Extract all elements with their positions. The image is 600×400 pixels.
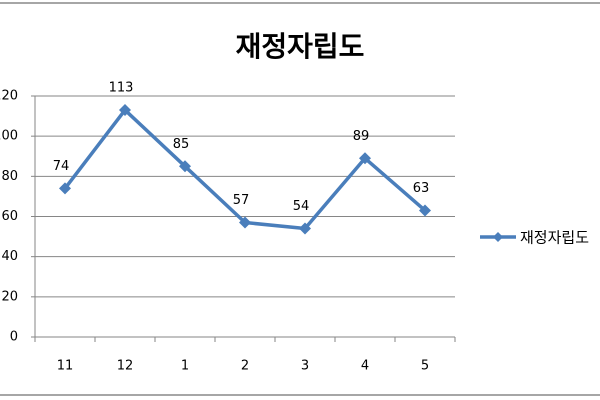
x-tick-label: 4 [361, 359, 369, 374]
x-tick-label: 3 [301, 359, 309, 374]
x-tick-label: 2 [241, 359, 249, 374]
y-tick-label: 80 [1, 169, 18, 184]
x-tick-label: 11 [57, 359, 74, 374]
x-tick-label: 12 [117, 359, 134, 374]
point-marker [419, 204, 431, 217]
chart-title: 재정자립도 [236, 30, 365, 63]
legend-marker [493, 232, 503, 242]
y-tick-label: 100 [0, 129, 18, 144]
legend-label: 재정자립도 [520, 229, 589, 247]
x-tick-label: 5 [421, 359, 429, 374]
data-label: 74 [53, 159, 70, 174]
data-label: 113 [109, 81, 134, 96]
data-label: 54 [293, 199, 310, 214]
y-tick-label: 20 [1, 289, 18, 304]
point-marker [179, 160, 191, 173]
point-marker [59, 182, 71, 195]
y-tick-label: 120 [0, 89, 18, 104]
point-marker [359, 152, 371, 165]
y-tick-label: 40 [1, 249, 18, 264]
data-label: 85 [173, 137, 190, 152]
data-label: 89 [353, 129, 370, 144]
point-marker [119, 104, 131, 117]
y-tick-label: 0 [10, 330, 18, 345]
data-label: 63 [413, 181, 430, 196]
y-tick-label: 60 [1, 209, 18, 224]
point-marker [239, 216, 251, 229]
point-marker [299, 222, 311, 235]
data-label: 57 [233, 193, 250, 208]
x-tick-label: 1 [181, 359, 189, 374]
